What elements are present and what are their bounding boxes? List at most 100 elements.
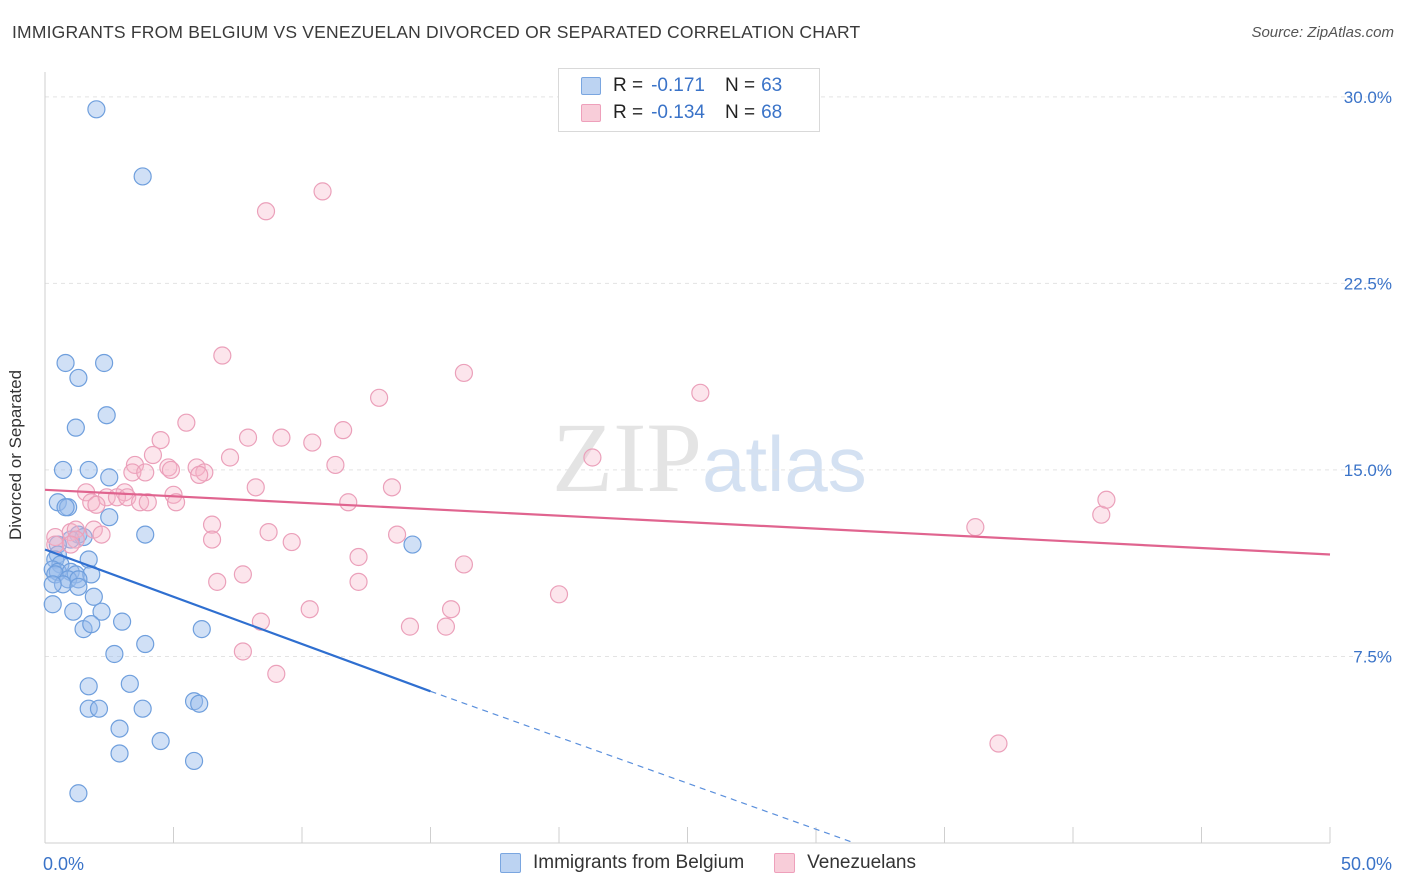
- belgium-point: [43, 595, 62, 614]
- venezuelan-point: [966, 518, 985, 537]
- venezuelan-point: [441, 600, 461, 619]
- belgium-point: [100, 468, 119, 487]
- venezuelan-point: [583, 448, 602, 467]
- n-label: N =: [724, 75, 756, 96]
- venezuelan-point: [272, 428, 291, 447]
- venezuelan-point: [246, 478, 265, 497]
- belgium-point: [89, 699, 109, 718]
- venezuelan-point: [233, 565, 252, 584]
- watermark-zip: ZIP: [552, 402, 702, 513]
- venezuelan-point: [300, 600, 319, 619]
- venezuelan-point: [259, 523, 278, 542]
- venezuelan-point: [691, 383, 710, 402]
- belgium-point: [79, 677, 98, 696]
- belgium-point: [64, 602, 83, 621]
- belgium-point: [97, 406, 116, 425]
- venezuelan-point: [208, 572, 227, 591]
- watermark-atlas: atlas: [702, 420, 867, 508]
- x-tick-label: 0.0%: [43, 854, 84, 874]
- belgium-point: [66, 418, 85, 437]
- venezuelan-point: [143, 445, 163, 465]
- venezuelan-point: [136, 463, 155, 482]
- legend-swatch-blue: [500, 853, 521, 873]
- belgium-point: [136, 634, 155, 654]
- belgium-trend-line: [44, 548, 431, 693]
- belgium-point: [84, 587, 103, 606]
- venezuelan-point: [313, 182, 332, 201]
- venezuelan-point: [125, 455, 145, 475]
- belgium-point: [192, 620, 211, 639]
- venezuelan-point: [370, 388, 389, 407]
- belgium-point: [136, 525, 155, 544]
- belgium-point: [69, 368, 88, 388]
- belgium-point: [112, 612, 132, 631]
- venezuelan-point: [251, 612, 270, 631]
- watermark: ZIPatlas: [552, 400, 867, 515]
- venezuelan-point: [387, 525, 407, 544]
- venezuelan-point: [238, 428, 258, 447]
- venezuelan-trend-line: [44, 488, 1331, 556]
- belgium-point: [133, 699, 152, 718]
- venezuelan-point: [161, 460, 181, 480]
- y-tick-label: 22.5%: [1344, 274, 1392, 293]
- r-value: -0.134: [651, 102, 705, 123]
- n-label: N =: [724, 102, 756, 123]
- belgium-point: [53, 460, 73, 480]
- n-value: 68: [761, 102, 783, 123]
- belgium-point: [120, 674, 139, 693]
- legend-label-belgium: Immigrants from Belgium: [533, 852, 745, 873]
- venezuelan-point: [233, 642, 252, 661]
- belgium-point: [105, 644, 124, 664]
- n-value: 63: [761, 75, 783, 96]
- legend-item-venezuelans: Venezuelans: [774, 852, 916, 874]
- venezuelan-point: [989, 734, 1008, 753]
- venezuelan-point: [549, 585, 569, 604]
- venezuelan-point: [202, 515, 222, 534]
- belgium-point: [69, 784, 88, 803]
- stats-legend: R = -0.171 N = 63 R = -0.134 N = 68: [558, 68, 820, 132]
- belgium-point: [100, 508, 119, 527]
- belgium-point: [79, 460, 98, 480]
- venezuelan-point: [282, 532, 301, 552]
- legend-item-belgium: Immigrants from Belgium: [500, 852, 744, 874]
- r-value: -0.171: [651, 75, 705, 96]
- belgium-point: [403, 535, 422, 554]
- venezuelan-point: [138, 493, 157, 512]
- belgium-point: [79, 699, 98, 718]
- legend-swatch-pink: [774, 853, 796, 873]
- y-tick-label: 30.0%: [1344, 88, 1392, 107]
- venezuelan-point: [202, 530, 222, 549]
- r-label: R =: [613, 102, 644, 123]
- venezuelan-point: [326, 455, 345, 475]
- belgium-point: [92, 602, 111, 621]
- venezuelan-point: [151, 430, 170, 450]
- belgium-point: [95, 353, 114, 373]
- venezuelan-point: [66, 530, 85, 549]
- belgium-point: [184, 751, 204, 771]
- venezuelan-point: [454, 555, 474, 574]
- venezuelan-point: [87, 495, 106, 514]
- belgium-point: [43, 575, 62, 594]
- belgium-point: [151, 731, 170, 751]
- venezuelan-point: [166, 493, 186, 512]
- venezuelan-point: [256, 202, 276, 221]
- belgium-point: [133, 167, 152, 186]
- stats-row-venezuelans: R = -0.134 N = 68: [581, 101, 782, 125]
- venezuelan-point: [349, 572, 368, 591]
- belgium-point: [56, 498, 75, 517]
- x-tick-label: 50.0%: [1341, 854, 1392, 874]
- venezuelan-point: [382, 478, 402, 497]
- venezuelan-point: [61, 535, 80, 554]
- belgium-point: [87, 100, 106, 119]
- venezuelan-point: [220, 448, 240, 467]
- venezuelan-point: [123, 463, 142, 482]
- venezuelan-point: [400, 617, 420, 636]
- y-tick-label: 15.0%: [1344, 461, 1392, 480]
- y-tick-label: 7.5%: [1353, 647, 1392, 666]
- chart-title: IMMIGRANTS FROM BELGIUM VS VENEZUELAN DI…: [12, 22, 861, 42]
- venezuelan-point: [339, 493, 358, 512]
- legend-swatch-blue: [581, 77, 601, 95]
- belgium-point: [56, 353, 75, 373]
- belgium-point: [190, 694, 209, 713]
